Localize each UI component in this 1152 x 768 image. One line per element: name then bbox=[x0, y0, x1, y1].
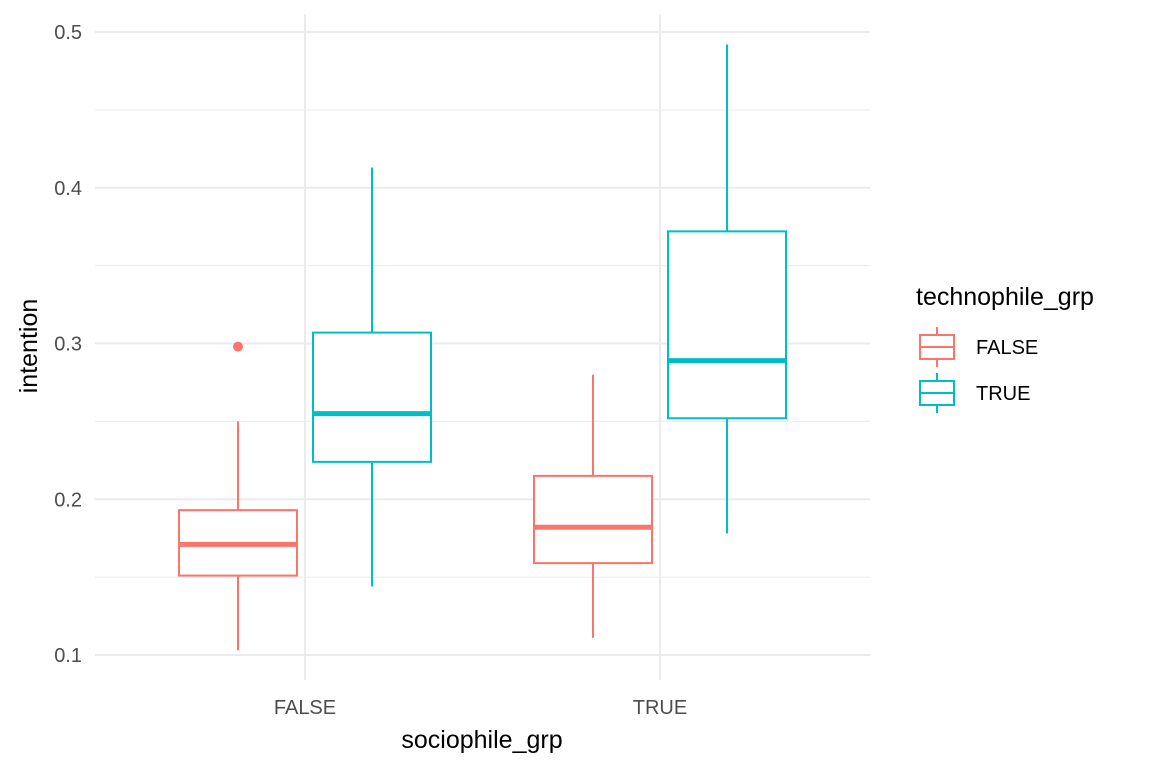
legend: technophile_grp FALSE TRUE bbox=[916, 283, 1094, 413]
y-axis-ticks: 0.1 0.2 0.3 0.4 0.5 bbox=[54, 22, 82, 667]
box-true-false bbox=[312, 167, 432, 587]
box-body bbox=[667, 230, 787, 420]
box-false-false bbox=[178, 341, 298, 651]
box-body bbox=[533, 474, 653, 565]
box-false-true bbox=[533, 374, 653, 638]
legend-title: technophile_grp bbox=[916, 283, 1094, 311]
box-body bbox=[312, 331, 432, 463]
legend-key-true bbox=[919, 373, 955, 413]
x-axis-title: sociophile_grp bbox=[401, 726, 562, 754]
x-axis-ticks: FALSE TRUE bbox=[274, 697, 687, 719]
y-tick-label: 0.2 bbox=[54, 489, 82, 511]
box-true-true bbox=[667, 44, 787, 534]
outlier-point bbox=[233, 341, 243, 352]
x-tick-label: TRUE bbox=[633, 697, 687, 719]
plot-area bbox=[178, 44, 787, 651]
legend-label-true: TRUE bbox=[976, 383, 1030, 405]
legend-label-false: FALSE bbox=[976, 337, 1038, 359]
legend-key-false bbox=[919, 327, 955, 367]
y-tick-label: 0.5 bbox=[54, 22, 82, 44]
y-tick-label: 0.1 bbox=[54, 645, 82, 667]
y-axis-title: intention bbox=[15, 299, 43, 394]
x-tick-label: FALSE bbox=[274, 697, 336, 719]
y-tick-label: 0.3 bbox=[54, 334, 82, 356]
y-tick-label: 0.4 bbox=[54, 178, 82, 200]
grid bbox=[95, 14, 870, 680]
